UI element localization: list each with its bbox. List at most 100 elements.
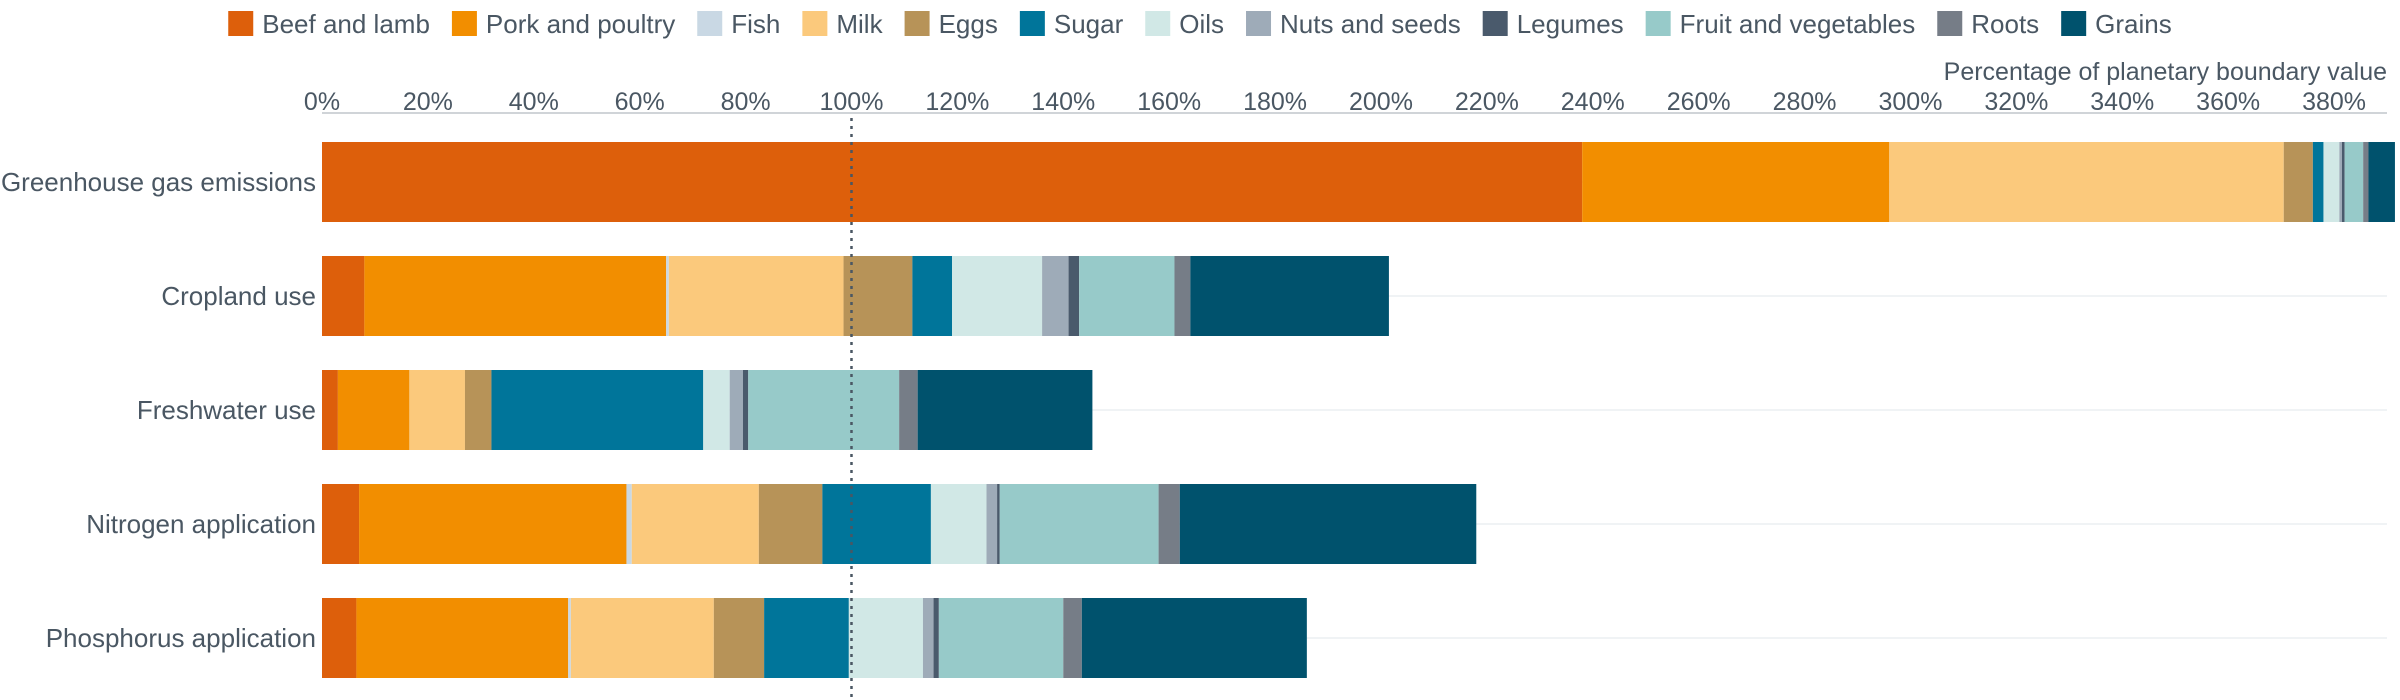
bar-segment bbox=[933, 598, 939, 678]
bar-segment bbox=[2312, 142, 2324, 222]
bar-segment bbox=[2323, 142, 2340, 222]
x-tick-label: 240% bbox=[1561, 88, 1625, 116]
legend-label: Fish bbox=[731, 9, 780, 39]
legend-item: Oils bbox=[1145, 9, 1224, 39]
bar-segment bbox=[997, 484, 1000, 564]
bar-segment bbox=[703, 370, 730, 450]
bar-segment bbox=[356, 598, 569, 678]
bar-segment bbox=[2341, 142, 2345, 222]
legend-item: Fish bbox=[697, 9, 780, 39]
legend-item: Legumes bbox=[1482, 9, 1624, 39]
bar-segment bbox=[322, 256, 365, 336]
x-tick-label: 300% bbox=[1878, 88, 1942, 116]
bars bbox=[322, 142, 2395, 678]
x-tick-label: 260% bbox=[1667, 88, 1731, 116]
x-tick-label: 60% bbox=[615, 88, 665, 116]
bar-segment bbox=[848, 598, 923, 678]
legend-label: Grains bbox=[2095, 9, 2172, 39]
x-tick-label: 20% bbox=[403, 88, 453, 116]
legend-label: Nuts and seeds bbox=[1280, 9, 1461, 39]
bar-segment bbox=[729, 370, 743, 450]
legend-swatch bbox=[1482, 11, 1508, 36]
bar-segment bbox=[843, 256, 913, 336]
category-label: Phosphorus application bbox=[46, 623, 316, 653]
bar-segment bbox=[1079, 256, 1175, 336]
x-tick-label: 0% bbox=[304, 88, 340, 116]
bar-segment bbox=[1889, 142, 2284, 222]
legend-item: Grains bbox=[2061, 9, 2172, 39]
bar-segment bbox=[912, 256, 953, 336]
bar-segment bbox=[322, 484, 360, 564]
x-tick-label: 120% bbox=[925, 88, 989, 116]
bar-segment bbox=[322, 598, 357, 678]
category-labels: Greenhouse gas emissions Cropland use Fres… bbox=[1, 167, 316, 653]
bar-segment bbox=[1042, 256, 1069, 336]
x-tick-label: 180% bbox=[1243, 88, 1307, 116]
x-tick-label: 360% bbox=[2196, 88, 2260, 116]
legend-swatch bbox=[1937, 11, 1963, 36]
category-label: Cropland use bbox=[161, 281, 316, 311]
bar-segment bbox=[359, 484, 627, 564]
legend-swatch bbox=[1145, 11, 1171, 36]
x-tick-label: 40% bbox=[509, 88, 559, 116]
legend-swatch bbox=[904, 11, 930, 36]
bar-segment bbox=[631, 484, 759, 564]
bar-segment bbox=[999, 484, 1159, 564]
bar-segment bbox=[938, 598, 1064, 678]
x-tick-label: 140% bbox=[1031, 88, 1095, 116]
bar-segment bbox=[1063, 598, 1082, 678]
legend-swatch bbox=[1246, 11, 1272, 36]
bar-segment bbox=[322, 142, 1583, 222]
bar-segment bbox=[322, 370, 338, 450]
bar-segment bbox=[1179, 484, 1477, 564]
legend-swatch bbox=[451, 11, 477, 36]
legend-label: Eggs bbox=[939, 9, 998, 39]
x-tick-label: 380% bbox=[2302, 88, 2366, 116]
bar-segment bbox=[668, 256, 844, 336]
legend-label: Beef and lamb bbox=[262, 9, 430, 39]
x-tick-label: 80% bbox=[721, 88, 771, 116]
legend-label: Roots bbox=[1971, 9, 2039, 39]
bar-segment bbox=[930, 484, 987, 564]
bar-segment bbox=[2344, 142, 2364, 222]
x-axis-ticks: 0% 20% 40% 60% 80% 100% 120% 140% 160% 180% 200% 22… bbox=[304, 88, 2366, 116]
x-axis-label: Percentage of planetary boundary value bbox=[1944, 58, 2387, 86]
bar-segment bbox=[2283, 142, 2313, 222]
bar-segment bbox=[570, 598, 714, 678]
legend-label: Legumes bbox=[1517, 9, 1624, 39]
bar-segment bbox=[742, 370, 749, 450]
x-tick-label: 320% bbox=[1984, 88, 2048, 116]
legend-label: Pork and poultry bbox=[486, 9, 675, 39]
bar-segment bbox=[364, 256, 667, 336]
bar-segment bbox=[1582, 142, 1890, 222]
category-label: Nitrogen application bbox=[86, 509, 316, 539]
bar-segment bbox=[1081, 598, 1307, 678]
x-tick-label: 200% bbox=[1349, 88, 1413, 116]
legend-item: Roots bbox=[1937, 9, 2039, 39]
bar-segment bbox=[409, 370, 465, 450]
category-label: Greenhouse gas emissions bbox=[1, 167, 316, 197]
bar-segment bbox=[1190, 256, 1389, 336]
legend-swatch bbox=[1019, 11, 1045, 36]
x-tick-label: 280% bbox=[1773, 88, 1837, 116]
bar-segment bbox=[986, 484, 998, 564]
bar-segment bbox=[822, 484, 931, 564]
bar-segment bbox=[922, 598, 934, 678]
x-tick-label: 340% bbox=[2090, 88, 2154, 116]
bar-segment bbox=[666, 256, 669, 336]
x-tick-label: 220% bbox=[1455, 88, 1519, 116]
bar-segment bbox=[1068, 256, 1080, 336]
legend-item: Beef and lamb bbox=[228, 9, 430, 39]
bar-segment bbox=[748, 370, 900, 450]
legend-item: Eggs bbox=[904, 9, 998, 39]
bar-segment bbox=[899, 370, 918, 450]
bar-segment bbox=[917, 370, 1093, 450]
bar-segment bbox=[2363, 142, 2369, 222]
bar-segment bbox=[2368, 142, 2395, 222]
legend-item: Fruit and vegetables bbox=[1645, 9, 1915, 39]
bar-segment bbox=[491, 370, 704, 450]
legend-item: Milk bbox=[802, 9, 884, 39]
legend-item: Sugar bbox=[1019, 9, 1124, 39]
bar-segment bbox=[626, 484, 632, 564]
